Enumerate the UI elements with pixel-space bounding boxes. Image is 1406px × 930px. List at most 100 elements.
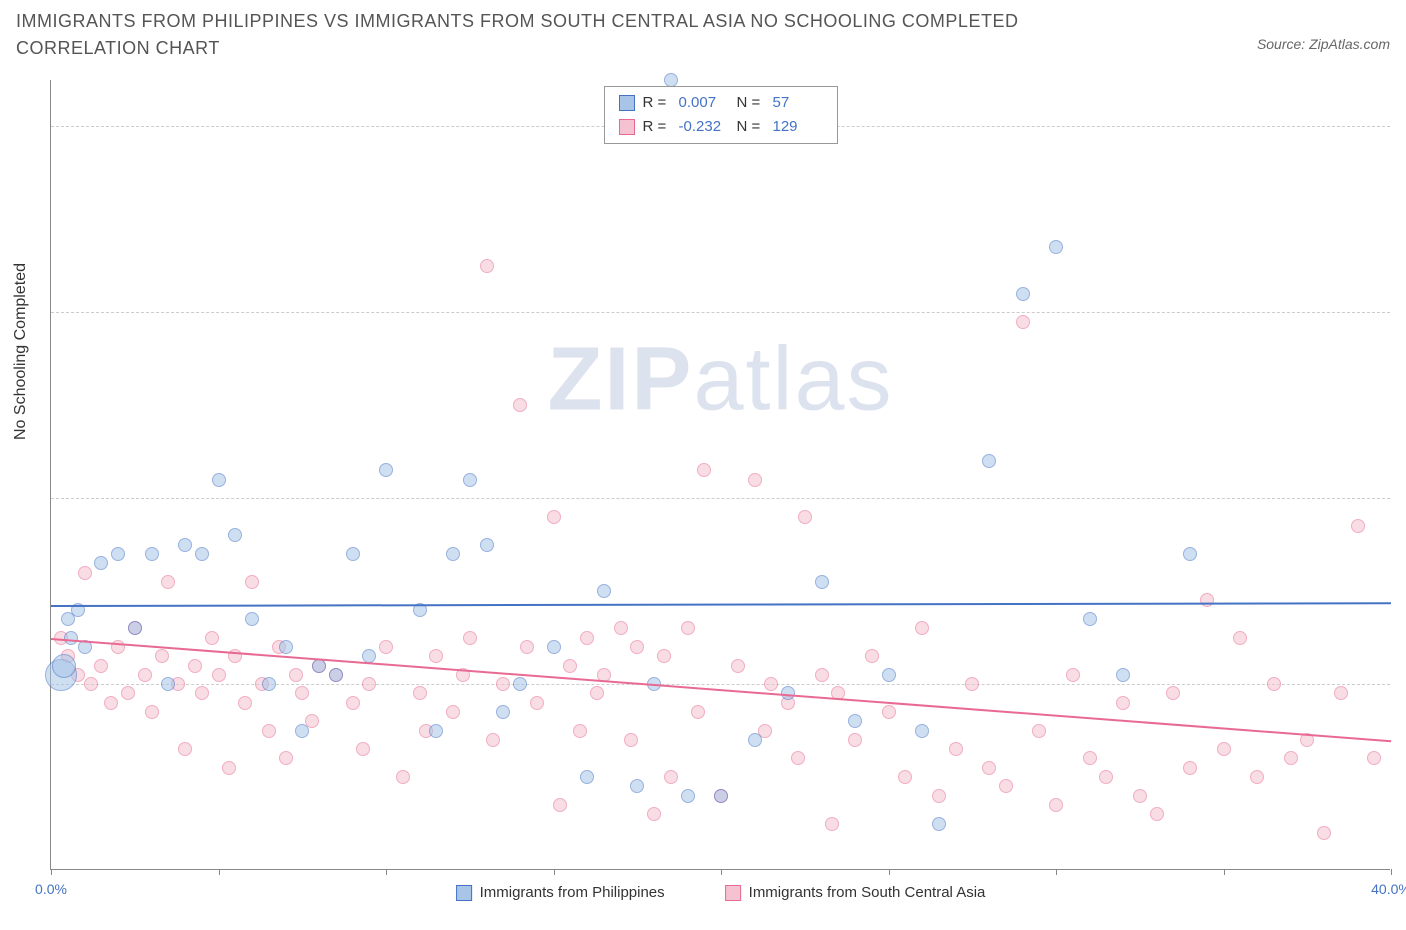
legend-stat-row: R =-0.232N =129 xyxy=(619,115,823,139)
legend-series-label: Immigrants from South Central Asia xyxy=(749,884,986,901)
scatter-point xyxy=(379,640,393,654)
legend-swatch-icon xyxy=(619,95,635,111)
chart-source: Source: ZipAtlas.com xyxy=(1257,36,1390,52)
scatter-point xyxy=(664,73,678,87)
x-tick-label: 0.0% xyxy=(35,881,67,897)
scatter-point xyxy=(463,473,477,487)
legend-series-item: Immigrants from Philippines xyxy=(456,884,665,901)
scatter-point xyxy=(949,742,963,756)
scatter-point xyxy=(84,677,98,691)
scatter-point xyxy=(1116,696,1130,710)
legend-n-value: 129 xyxy=(773,115,823,139)
scatter-point xyxy=(64,631,78,645)
scatter-point xyxy=(664,770,678,784)
scatter-point xyxy=(396,770,410,784)
scatter-point xyxy=(446,705,460,719)
scatter-point xyxy=(691,705,705,719)
legend-n-label: N = xyxy=(737,115,765,139)
chart-title: IMMIGRANTS FROM PHILIPPINES VS IMMIGRANT… xyxy=(16,8,1116,62)
legend-r-label: R = xyxy=(643,115,671,139)
scatter-point xyxy=(121,686,135,700)
scatter-point xyxy=(999,779,1013,793)
scatter-point xyxy=(1351,519,1365,533)
scatter-point xyxy=(657,649,671,663)
scatter-point xyxy=(429,724,443,738)
scatter-point xyxy=(1183,547,1197,561)
scatter-point xyxy=(279,640,293,654)
scatter-point xyxy=(915,724,929,738)
scatter-point xyxy=(580,770,594,784)
scatter-point xyxy=(748,473,762,487)
legend-series-label: Immigrants from Philippines xyxy=(480,884,665,901)
legend-swatch-icon xyxy=(456,885,472,901)
scatter-point xyxy=(1116,668,1130,682)
scatter-point xyxy=(982,761,996,775)
gridline: 2.0% xyxy=(51,684,1390,685)
scatter-point xyxy=(205,631,219,645)
scatter-chart: ZIPatlas R =0.007N =57R =-0.232N =129 Im… xyxy=(50,80,1390,870)
scatter-point xyxy=(630,779,644,793)
scatter-point xyxy=(94,659,108,673)
trend-line xyxy=(51,602,1391,607)
scatter-point xyxy=(647,807,661,821)
scatter-point xyxy=(212,473,226,487)
scatter-point xyxy=(145,705,159,719)
scatter-point xyxy=(413,686,427,700)
scatter-point xyxy=(1049,798,1063,812)
scatter-point xyxy=(764,677,778,691)
scatter-point xyxy=(932,789,946,803)
scatter-point xyxy=(52,654,76,678)
scatter-point xyxy=(1016,315,1030,329)
scatter-point xyxy=(195,547,209,561)
x-tick xyxy=(721,869,722,875)
scatter-point xyxy=(429,649,443,663)
trend-line xyxy=(51,638,1391,742)
scatter-point xyxy=(1284,751,1298,765)
scatter-point xyxy=(882,668,896,682)
scatter-point xyxy=(513,677,527,691)
scatter-point xyxy=(463,631,477,645)
scatter-point xyxy=(932,817,946,831)
scatter-point xyxy=(1233,631,1247,645)
scatter-point xyxy=(965,677,979,691)
scatter-point xyxy=(94,556,108,570)
legend-swatch-icon xyxy=(619,119,635,135)
scatter-point xyxy=(1083,612,1097,626)
scatter-point xyxy=(379,463,393,477)
scatter-point xyxy=(513,398,527,412)
scatter-point xyxy=(480,538,494,552)
scatter-point xyxy=(1334,686,1348,700)
scatter-point xyxy=(245,612,259,626)
scatter-point xyxy=(145,547,159,561)
scatter-point xyxy=(228,528,242,542)
scatter-point xyxy=(815,575,829,589)
scatter-point xyxy=(346,547,360,561)
scatter-point xyxy=(329,668,343,682)
scatter-point xyxy=(848,714,862,728)
scatter-point xyxy=(547,510,561,524)
scatter-point xyxy=(446,547,460,561)
scatter-point xyxy=(188,659,202,673)
scatter-point xyxy=(222,761,236,775)
x-tick xyxy=(1224,869,1225,875)
scatter-point xyxy=(289,668,303,682)
scatter-point xyxy=(614,621,628,635)
scatter-point xyxy=(748,733,762,747)
x-tick xyxy=(889,869,890,875)
x-tick-label: 40.0% xyxy=(1371,881,1406,897)
x-tick xyxy=(554,869,555,875)
scatter-point xyxy=(681,789,695,803)
scatter-point xyxy=(798,510,812,524)
scatter-point xyxy=(1083,751,1097,765)
scatter-point xyxy=(697,463,711,477)
legend-series-item: Immigrants from South Central Asia xyxy=(725,884,986,901)
scatter-point xyxy=(1099,770,1113,784)
x-tick xyxy=(1056,869,1057,875)
x-tick xyxy=(219,869,220,875)
legend-r-value: 0.007 xyxy=(679,91,729,115)
scatter-point xyxy=(815,668,829,682)
scatter-point xyxy=(1016,287,1030,301)
scatter-point xyxy=(547,640,561,654)
scatter-point xyxy=(262,677,276,691)
scatter-point xyxy=(714,789,728,803)
